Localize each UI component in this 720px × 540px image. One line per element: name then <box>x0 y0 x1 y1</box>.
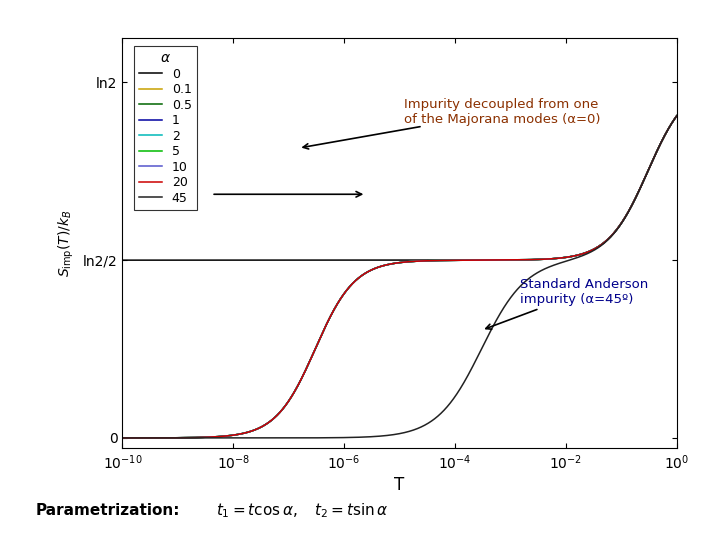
Text: Parametrization:: Parametrization: <box>36 503 181 518</box>
Y-axis label: $S_{\rm imp}(T)/k_B$: $S_{\rm imp}(T)/k_B$ <box>57 209 76 277</box>
Text: Standard Anderson
impurity (α=45º): Standard Anderson impurity (α=45º) <box>486 278 649 329</box>
Text: Impurity decoupled from one
of the Majorana modes (α=0): Impurity decoupled from one of the Major… <box>303 98 600 149</box>
Text: $t_1 = t\cos\alpha,$   $t_2 = t\sin\alpha$: $t_1 = t\cos\alpha,$ $t_2 = t\sin\alpha$ <box>216 501 389 519</box>
Legend: 0, 0.1, 0.5, 1, 2, 5, 10, 20, 45: 0, 0.1, 0.5, 1, 2, 5, 10, 20, 45 <box>134 46 197 210</box>
X-axis label: T: T <box>395 476 405 494</box>
